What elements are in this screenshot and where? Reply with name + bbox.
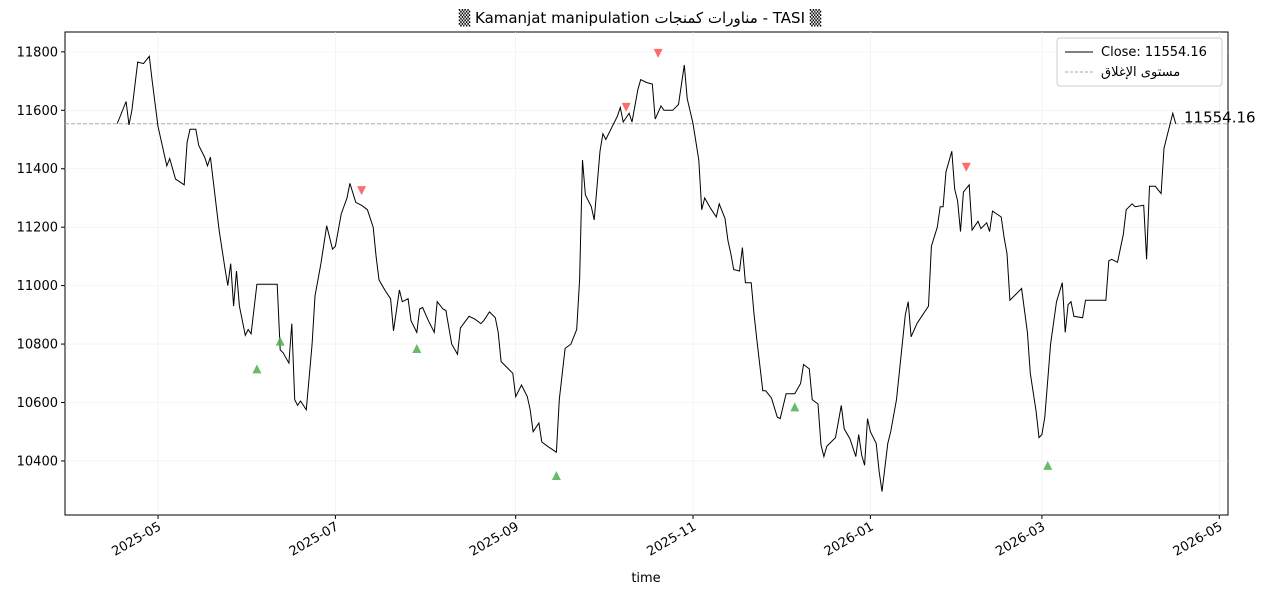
x-tick-label: 2026-01 — [822, 519, 877, 559]
buy-marker — [790, 402, 800, 412]
x-tick-label: 2025-07 — [287, 519, 342, 559]
legend-box — [1056, 37, 1223, 87]
y-tick-label: 11600 — [17, 104, 58, 119]
last-value-annotation: 11554.16 — [1184, 109, 1256, 127]
buy-marker — [551, 471, 561, 481]
y-tick-label: 11400 — [17, 162, 58, 177]
x-axis-label: time — [631, 571, 660, 586]
buy-marker — [412, 343, 422, 353]
sell-marker — [961, 162, 971, 172]
legend-label: Close: 11554.16 — [1101, 45, 1207, 60]
x-tick-label: 2025-05 — [109, 519, 164, 559]
chart-title: ▒ Kamanjat manipulation مناورات كمنجات -… — [459, 9, 822, 27]
x-tick-label: 2026-03 — [993, 519, 1048, 559]
legend-label: مستوى الإغلاق — [1101, 65, 1180, 80]
x-tick-label: 2026-05 — [1171, 519, 1226, 559]
buy-marker — [275, 336, 285, 346]
sell-marker — [357, 186, 367, 196]
y-tick-label: 10800 — [17, 338, 58, 353]
sell-marker — [621, 102, 631, 112]
buy-marker — [1043, 460, 1053, 470]
close-line — [116, 55, 1177, 492]
y-tick-label: 11200 — [17, 221, 58, 236]
sell-marker — [653, 48, 663, 58]
x-tick-label: 2025-09 — [467, 519, 522, 559]
y-tick-label: 11800 — [17, 45, 58, 60]
y-tick-label: 10400 — [17, 454, 58, 469]
y-tick-label: 10600 — [17, 396, 58, 411]
y-tick-label: 11000 — [17, 279, 58, 294]
buy-marker — [252, 364, 262, 374]
plot-area — [64, 31, 1229, 516]
x-tick-label: 2025-11 — [644, 519, 699, 559]
